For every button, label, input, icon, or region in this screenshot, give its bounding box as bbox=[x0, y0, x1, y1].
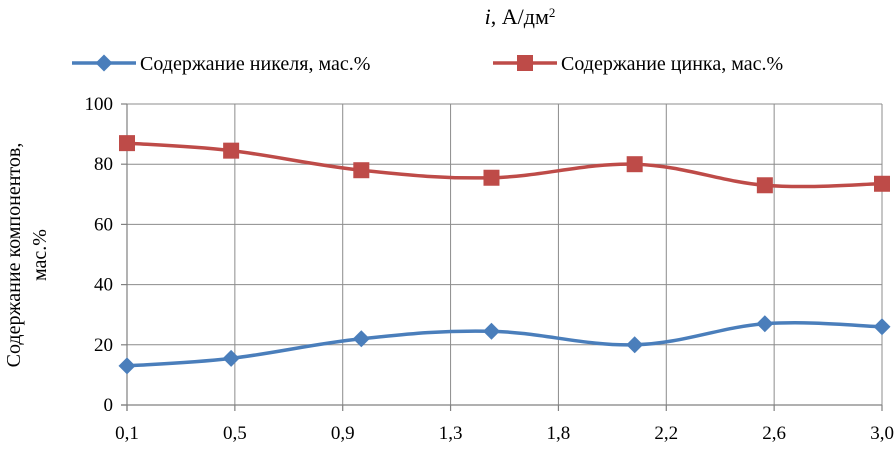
legend-label-nickel: Содержание никеля, мас.% bbox=[140, 53, 370, 75]
legend-item-zinc: Содержание цинка, мас.% bbox=[493, 53, 783, 75]
data-point-nickel bbox=[222, 349, 240, 367]
x-tick-label: 2,2 bbox=[654, 423, 678, 444]
x-tick-label: 1,8 bbox=[547, 423, 571, 444]
x-tick-label: 0,1 bbox=[115, 423, 139, 444]
y-tick-label: 20 bbox=[94, 335, 113, 356]
chart-title-superscript: 2 bbox=[549, 5, 556, 20]
legend-marker-zinc bbox=[517, 55, 533, 71]
y-tick-label: 0 bbox=[104, 395, 114, 416]
data-point-zinc bbox=[756, 177, 773, 194]
data-point-zinc bbox=[483, 169, 500, 186]
data-point-zinc bbox=[626, 156, 643, 173]
series-nickel bbox=[118, 315, 891, 375]
chart-title: i, А/дм2 bbox=[485, 4, 556, 29]
data-point-nickel bbox=[352, 330, 370, 348]
data-point-zinc bbox=[223, 142, 240, 159]
y-tick-labels: 0 20 40 60 80 100 bbox=[85, 94, 114, 416]
chart-title-unit: , А/дм bbox=[491, 4, 549, 29]
legend-label-zinc: Содержание цинка, мас.% bbox=[561, 53, 783, 75]
gridlines bbox=[127, 103, 883, 405]
x-tick-labels: 0,1 0,5 0,9 1,3 1,8 2,2 2,6 3,0 bbox=[115, 423, 894, 444]
data-point-nickel bbox=[873, 318, 891, 336]
y-tick-label: 80 bbox=[94, 154, 113, 175]
series-zinc bbox=[119, 135, 890, 194]
data-point-zinc bbox=[353, 162, 370, 179]
x-tick-label: 0,9 bbox=[331, 423, 355, 444]
legend-marker-nickel bbox=[95, 54, 113, 72]
legend: Содержание никеля, мас.% Содержание цинка… bbox=[72, 53, 783, 75]
data-point-nickel bbox=[482, 322, 500, 340]
x-tick-label: 1,3 bbox=[439, 423, 463, 444]
data-point-nickel bbox=[118, 357, 136, 375]
x-tick-label: 0,5 bbox=[223, 423, 247, 444]
data-point-nickel bbox=[626, 336, 644, 354]
legend-item-nickel: Содержание никеля, мас.% bbox=[72, 53, 370, 75]
y-axis-label-line1: Содержание компонентов, bbox=[3, 143, 25, 368]
data-point-nickel bbox=[756, 315, 774, 333]
x-tick-label: 2,6 bbox=[762, 423, 786, 444]
chart-title-variable: i bbox=[485, 4, 491, 29]
data-point-zinc bbox=[874, 175, 890, 192]
y-tick-label: 60 bbox=[94, 214, 113, 235]
y-tick-label: 40 bbox=[94, 275, 113, 296]
series-group bbox=[118, 135, 891, 375]
data-point-zinc bbox=[119, 135, 135, 152]
x-tick-label: 3,0 bbox=[870, 423, 894, 444]
y-tick-label: 100 bbox=[85, 94, 114, 115]
y-axis-label-line2: мас.% bbox=[29, 229, 51, 281]
